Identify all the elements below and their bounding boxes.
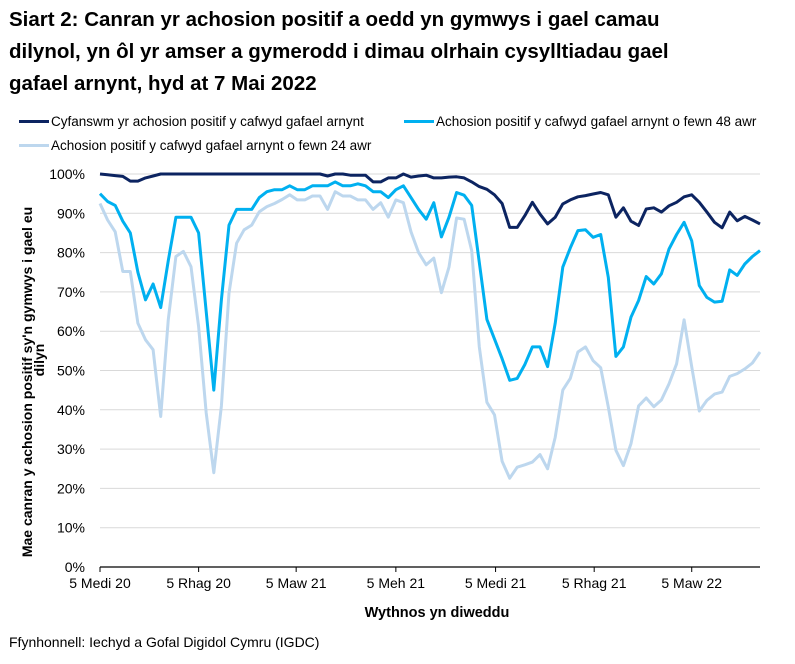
x-tick-label: 5 Maw 22	[661, 575, 722, 591]
y-tick-label: 20%	[57, 480, 85, 496]
y-tick-label: 10%	[57, 520, 85, 536]
source-note: Ffynhonnell: Iechyd a Gofal Digidol Cymr…	[9, 634, 320, 650]
x-tick-label: 5 Meh 21	[367, 575, 426, 591]
legend-swatch	[19, 120, 49, 123]
legend-swatch	[404, 120, 434, 123]
y-tick-label: 80%	[57, 245, 85, 261]
legend-label: Cyfanswm yr achosion positif y cafwyd ga…	[51, 114, 364, 129]
chart-title-line: Siart 2: Canran yr achosion positif a oe…	[9, 8, 660, 31]
chart-title-line: gafael arnynt, hyd at 7 Mai 2022	[9, 72, 317, 95]
x-tick-label: 5 Medi 20	[69, 575, 131, 591]
y-tick-label: 50%	[57, 363, 85, 379]
chart-title: Siart 2: Canran yr achosion positif a oe…	[9, 4, 669, 100]
x-axis-title: Wythnos yn diweddu	[364, 605, 510, 621]
y-tick-label: 40%	[57, 402, 85, 418]
y-tick-label: 70%	[57, 284, 85, 300]
legend-label: Achosion positif y cafwyd gafael arnynt …	[436, 114, 757, 129]
x-tick-label: 5 Medi 21	[465, 575, 527, 591]
series-line-3	[98, 190, 762, 480]
y-tick-label: 90%	[57, 205, 85, 221]
legend-item-24h: Achosion positif y cafwyd gafael arnynt …	[19, 138, 371, 153]
y-tick-label: 0%	[65, 559, 85, 575]
y-tick-label: 30%	[57, 441, 85, 457]
legend-swatch	[19, 144, 49, 147]
series-line-2	[98, 180, 761, 392]
x-tick-label: 5 Rhag 21	[562, 575, 627, 591]
y-axis-title-line: dilyn	[31, 343, 47, 377]
legend-item-48h: Achosion positif y cafwyd gafael arnynt …	[404, 114, 756, 129]
y-tick-label: 100%	[49, 166, 85, 182]
series-line-1	[99, 172, 761, 230]
x-tick-label: 5 Maw 21	[266, 575, 327, 591]
x-tick-label: 5 Rhag 20	[166, 575, 231, 591]
legend-item-total: Cyfanswm yr achosion positif y cafwyd ga…	[19, 114, 364, 129]
y-tick-label: 60%	[57, 323, 85, 339]
legend-label: Achosion positif y cafwyd gafael arnynt …	[51, 138, 372, 153]
chart-title-line: dilynol, yn ôl yr amser a gymerodd i dim…	[9, 40, 669, 63]
